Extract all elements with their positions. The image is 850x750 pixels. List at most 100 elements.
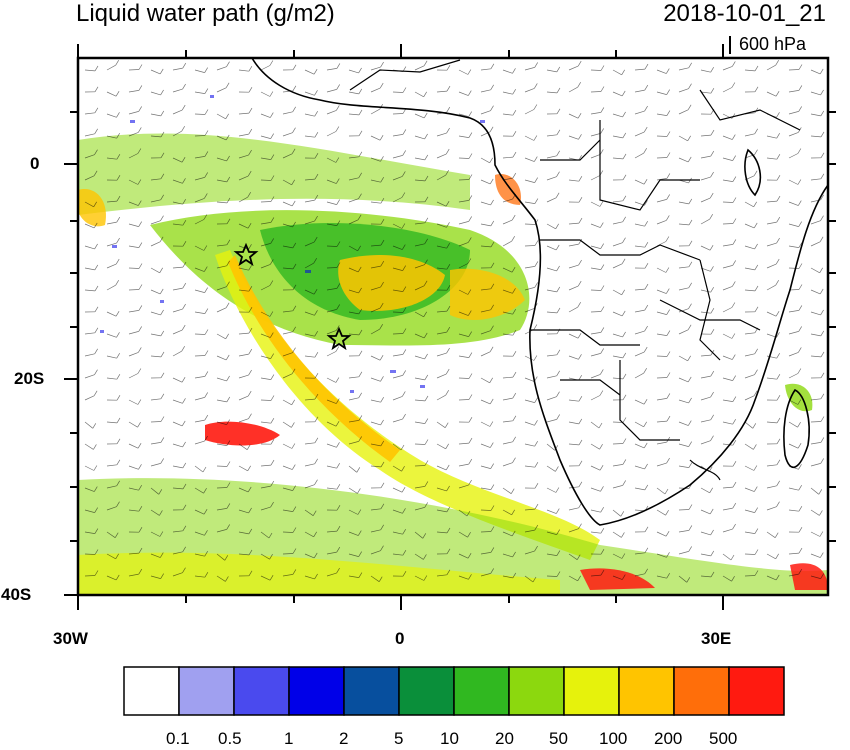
wind-barb [656, 398, 667, 401]
wind-barb-flag [358, 551, 363, 557]
wind-barb-flag [556, 414, 561, 420]
wind-barb-flag [534, 462, 539, 468]
wind-barb-flag [182, 441, 186, 448]
lat-label-0: 0 [30, 154, 40, 173]
wind-barb-flag [710, 308, 715, 314]
wind-barb [326, 309, 337, 313]
wind-barb-flag [600, 65, 605, 71]
wind-barb [766, 200, 778, 203]
wind-barb-flag [270, 459, 275, 466]
wind-barb-flag [182, 241, 187, 247]
wind-barb [216, 244, 227, 247]
wind-barb [106, 135, 117, 139]
wind-barb-flag [666, 173, 671, 179]
wind-barb-flag [797, 368, 802, 374]
wind-barb-flag [490, 241, 495, 248]
wind-barb [326, 351, 337, 357]
wind-barb-flag [182, 483, 187, 490]
wind-barb-flag [731, 302, 736, 308]
wind-barb-flag [534, 177, 539, 183]
wind-barb [172, 266, 184, 269]
wind-barb-flag [578, 217, 583, 224]
wind-barb-flag [94, 285, 99, 292]
wind-barb [348, 333, 360, 336]
wind-barb [744, 509, 755, 513]
wind-barb-flag [621, 574, 626, 580]
wind-barb [766, 242, 777, 247]
wind-barb [106, 200, 118, 203]
wind-barb-flag [94, 570, 99, 576]
wind-barb [348, 267, 359, 273]
wind-barb [128, 465, 139, 470]
wind-barb-flag [600, 528, 605, 534]
wind-barb-flag [798, 263, 803, 269]
wind-barb [436, 111, 447, 115]
wind-barb [150, 333, 161, 337]
wind-barb-flag [556, 171, 560, 177]
wind-barb-flag [402, 150, 407, 156]
wind-barb [260, 575, 271, 581]
wind-barb-flag [665, 288, 670, 294]
wind-barb-flag [314, 153, 319, 159]
wind-barb [612, 464, 623, 467]
wind-barb-flag [336, 505, 341, 511]
wind-barb-flag [468, 479, 472, 486]
wind-barb-flag [577, 60, 582, 67]
wind-barb [502, 240, 512, 247]
wind-barb [238, 112, 250, 115]
wind-barb [458, 179, 470, 181]
wind-barb [546, 91, 558, 94]
wind-barb-flag [93, 170, 98, 176]
wind-barb [568, 377, 579, 381]
wind-barb [766, 263, 777, 269]
wind-barb-flag [578, 418, 583, 425]
cell-orange-west [78, 189, 106, 227]
wind-barb [788, 373, 799, 379]
wind-barb-flag [248, 265, 253, 271]
wind-barb [172, 443, 183, 448]
wind-barb-flag [534, 397, 539, 403]
wind-barb [414, 531, 424, 539]
wind-barb-flag [402, 508, 406, 514]
wind-barb [260, 355, 271, 359]
wind-barb-flag [314, 173, 319, 180]
wind-barb [458, 311, 469, 316]
wind-barb [700, 176, 711, 181]
wind-barb-flag [138, 568, 143, 575]
wind-barb-flag [203, 193, 208, 199]
wind-barb [590, 112, 601, 115]
wind-barb [194, 553, 205, 557]
wind-barb-flag [138, 85, 143, 91]
wind-barb [194, 440, 205, 445]
wind-barb-flag [93, 390, 98, 396]
wind-barb-flag [578, 259, 582, 266]
wind-barb [568, 285, 579, 291]
wind-barb [282, 487, 293, 491]
wind-barb [480, 573, 491, 577]
wind-barb [458, 263, 469, 269]
wind-barb [678, 308, 689, 313]
wind-barb-flag [116, 332, 120, 338]
wind-barb-flag [599, 201, 604, 207]
wind-barb-flag [160, 393, 165, 399]
wind-barb-flag [820, 110, 825, 117]
wind-barb-flag [358, 287, 362, 294]
wind-barb-flag [137, 179, 142, 185]
wind-barb-flag [687, 324, 692, 330]
wind-barb [392, 396, 403, 401]
wind-barb-flag [379, 82, 384, 89]
wind-barb [172, 350, 182, 357]
colorbar-swatch [508, 666, 565, 716]
wind-barb-flag [291, 179, 296, 185]
wind-barb [238, 154, 249, 159]
wind-barb-flag [446, 326, 451, 333]
wind-barb-flag [577, 82, 582, 88]
wind-barb-flag [599, 444, 603, 450]
wind-barb-flag [622, 111, 626, 118]
wind-barb [106, 91, 117, 97]
wind-barb [106, 355, 117, 359]
wind-barb [458, 484, 469, 489]
wind-barb-flag [534, 483, 539, 489]
wind-barb-flag [644, 63, 649, 70]
wind-barb [392, 176, 403, 181]
